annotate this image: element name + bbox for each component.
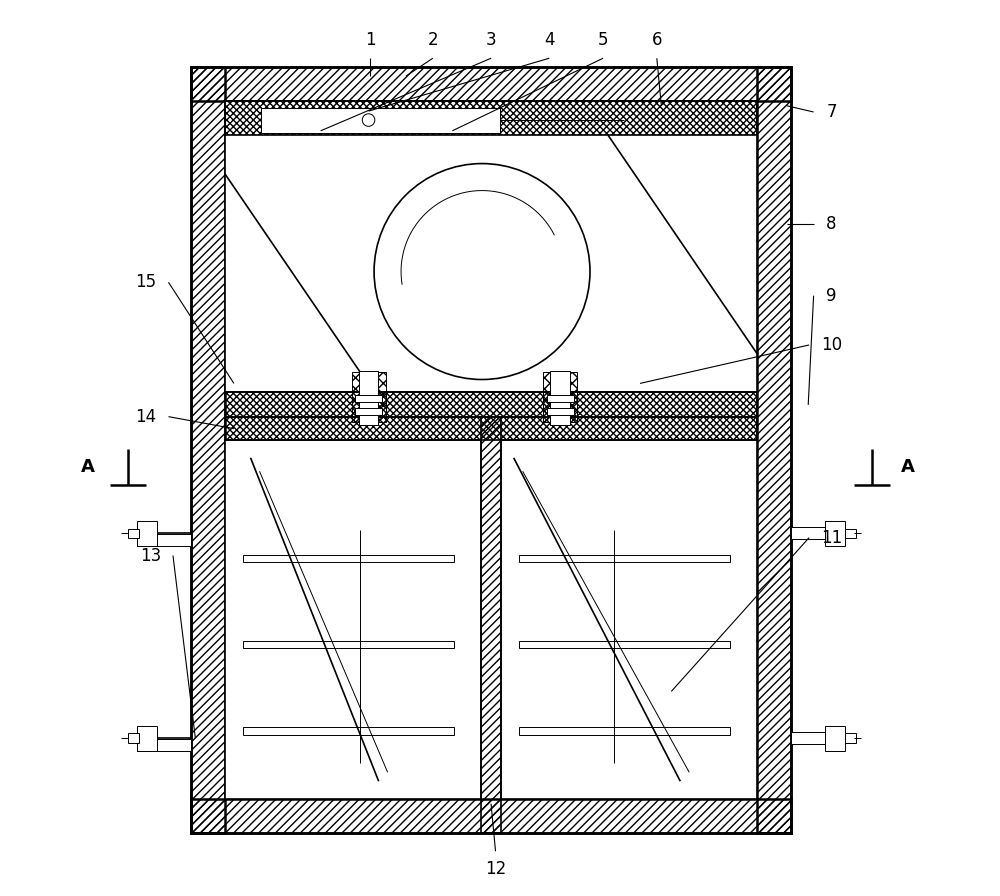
Text: 6: 6	[652, 31, 662, 49]
Text: A: A	[81, 458, 95, 476]
Text: 12: 12	[485, 860, 506, 878]
Text: A: A	[901, 458, 915, 476]
Bar	[137, 739, 191, 751]
Text: 11: 11	[821, 529, 842, 547]
Bar	[191, 67, 225, 833]
Bar	[547, 408, 574, 415]
Text: 9: 9	[826, 287, 837, 305]
Bar	[355, 395, 382, 402]
Bar	[128, 529, 139, 538]
Bar	[191, 67, 791, 833]
Bar	[261, 108, 500, 133]
Text: 3: 3	[486, 31, 496, 49]
Bar	[225, 101, 757, 135]
Text: 4: 4	[544, 31, 555, 49]
Bar	[550, 371, 570, 425]
Bar	[825, 726, 845, 751]
Bar	[791, 732, 845, 744]
Bar	[225, 440, 481, 799]
Bar	[225, 418, 757, 440]
Bar	[825, 521, 845, 546]
Text: 7: 7	[826, 103, 837, 121]
Bar	[757, 67, 791, 833]
Bar	[352, 372, 386, 422]
Bar	[481, 418, 501, 833]
Bar	[225, 392, 757, 418]
Bar	[519, 642, 730, 649]
Bar	[519, 555, 730, 562]
Bar	[359, 371, 378, 425]
Bar	[355, 408, 382, 415]
Bar	[845, 529, 856, 538]
Bar	[243, 642, 454, 649]
Bar	[137, 534, 191, 546]
Text: 15: 15	[136, 273, 157, 291]
Bar	[845, 734, 856, 743]
Bar	[243, 555, 454, 562]
Bar	[519, 728, 730, 735]
Bar	[128, 734, 139, 743]
Bar	[543, 372, 577, 422]
Text: 5: 5	[598, 31, 608, 49]
Bar	[791, 528, 845, 539]
Text: 13: 13	[140, 547, 161, 564]
Text: 10: 10	[821, 336, 842, 354]
Bar	[191, 67, 791, 101]
Bar	[243, 728, 454, 735]
Text: 2: 2	[427, 31, 438, 49]
Bar	[191, 799, 791, 833]
Bar	[137, 726, 157, 751]
Text: 8: 8	[826, 215, 837, 233]
Text: 14: 14	[136, 408, 157, 426]
Bar	[137, 521, 157, 546]
Bar	[547, 395, 574, 402]
Text: 1: 1	[365, 31, 375, 49]
Bar	[501, 440, 757, 799]
Bar	[225, 101, 757, 392]
